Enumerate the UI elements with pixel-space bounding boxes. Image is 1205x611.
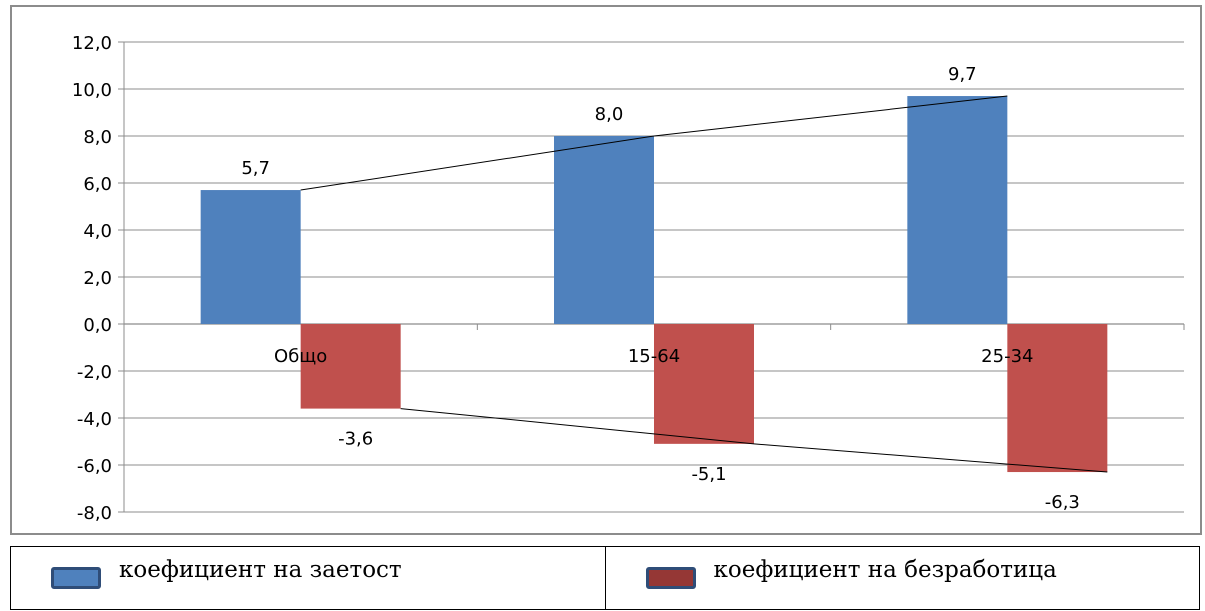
y-tick-label: 8,0 — [83, 127, 112, 148]
data-label: -5,1 — [691, 464, 726, 485]
y-tick-label: -8,0 — [77, 503, 112, 524]
bar-employment — [554, 136, 654, 324]
y-tick-label: -6,0 — [77, 456, 112, 477]
y-tick-label: 10,0 — [72, 80, 112, 101]
data-label: -6,3 — [1045, 492, 1080, 513]
bar-employment — [907, 96, 1008, 324]
bar-unemployment — [300, 324, 401, 409]
category-label: 25-34 — [981, 346, 1033, 367]
y-tick-label: -2,0 — [77, 362, 112, 383]
bar-unemployment — [654, 324, 754, 444]
category-label: Общо — [274, 346, 327, 367]
trendline-unemployment — [400, 408, 1108, 473]
data-label: -3,6 — [338, 429, 373, 450]
legend-item-employment: коефициент на заетост — [10, 546, 606, 610]
legend-swatch-employment — [51, 567, 101, 589]
y-tick-label: 0,0 — [83, 315, 112, 336]
legend-item-unemployment: коефициент на безработица — [604, 546, 1200, 610]
trendline-employment — [300, 95, 1008, 191]
y-tick-label: 6,0 — [83, 174, 112, 195]
bars — [200, 96, 1108, 473]
legend: коефициент на заетост коефициент на безр… — [10, 546, 1200, 610]
y-tick-label: 2,0 — [83, 268, 112, 289]
data-label: 9,7 — [948, 64, 977, 85]
legend-label-unemployment: коефициент на безработица — [713, 557, 1057, 583]
legend-swatch-unemployment — [645, 567, 696, 589]
legend-label-employment: коефициент на заетост — [119, 557, 402, 583]
data-label: 5,7 — [241, 158, 270, 179]
category-label: 15-64 — [628, 346, 680, 367]
chart-frame: 12,0 10,0 8,0 6,0 4,0 2,0 0,0 -2,0 -4,0 -6,0 -8,0 5… — [10, 5, 1202, 535]
y-tick-label: 4,0 — [83, 221, 112, 242]
labels: 12,0 10,0 8,0 6,0 4,0 2,0 0,0 -2,0 -4,0 -6,0 -8,0 5… — [72, 33, 1080, 524]
bar-chart: 12,0 10,0 8,0 6,0 4,0 2,0 0,0 -2,0 -4,0 -6,0 -8,0 5… — [72, 33, 1185, 524]
bar-unemployment — [1007, 324, 1108, 473]
bar-employment — [200, 190, 301, 324]
trendlines — [300, 95, 1108, 473]
data-label: 8,0 — [595, 104, 624, 125]
y-tick-label: 12,0 — [72, 33, 112, 54]
y-tick-label: -4,0 — [77, 409, 112, 430]
